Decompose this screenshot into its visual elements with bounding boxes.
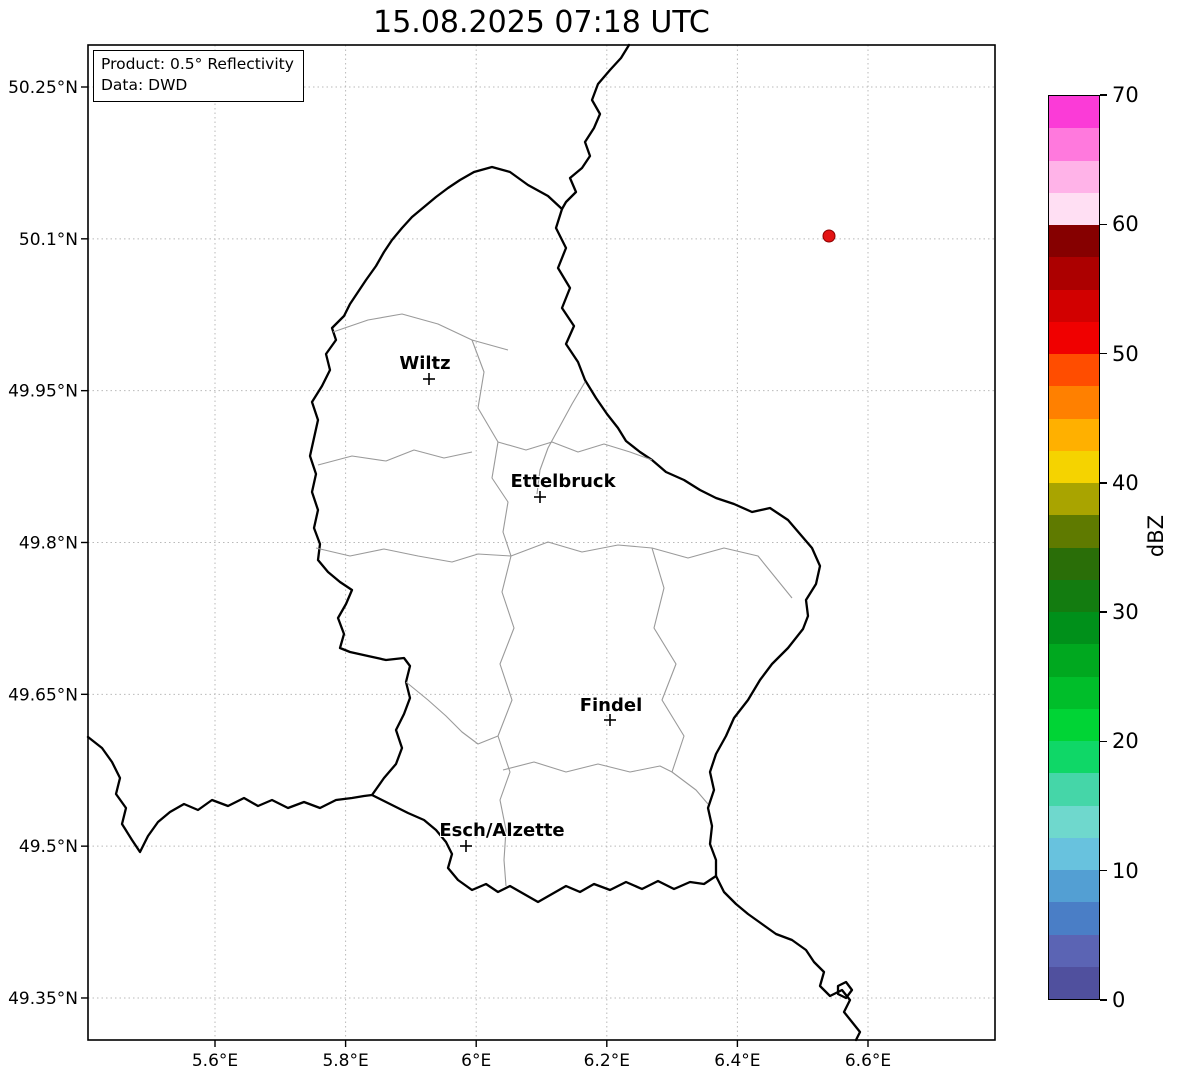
belgium-germany-border [560,43,631,211]
colorbar-band [1049,418,1099,451]
country-borders [86,43,862,1042]
colorbar-band [1049,483,1099,516]
colorbar-band [1049,579,1099,612]
colorbar-tick [1100,611,1107,613]
colorbar-band [1049,934,1099,967]
city-markers: Wiltz Ettelbruck Findel Esch/Alzette [398,352,643,852]
luxembourg-border [308,165,822,904]
lat-tick-label: 49.35°N [8,989,78,1009]
colorbar-tick [1100,740,1107,743]
lat-tick-label: 49.65°N [8,685,78,705]
radar-echo-layer [822,229,836,243]
lat-tick-label: 50.1°N [19,230,78,250]
gridlines [88,45,995,1040]
colorbar-band [1049,192,1099,225]
axis-tick-labels: 50.25°N 50.1°N 49.95°N 49.8°N 49.65°N 49.5°N 4… [8,78,891,1071]
colorbar-band [1049,257,1099,290]
colorbar-band [1049,644,1099,677]
colorbar-tick [1100,223,1107,226]
colorbar-tick [1100,94,1107,96]
colorbar-band [1049,289,1099,322]
lon-tick-label: 5.8°E [322,1051,368,1071]
colorbar-band [1049,741,1099,774]
colorbar-tick [1100,352,1107,355]
data-source-line: Data: DWD [101,76,188,94]
colorbar-tick-label: 30 [1112,600,1139,625]
colorbar-tick-label: 50 [1112,341,1139,366]
lat-tick-label: 50.25°N [8,78,78,98]
colorbar-unit-label: dBZ [1144,515,1168,558]
lat-tick-label: 49.8°N [19,533,78,553]
colorbar-band [1049,870,1099,903]
france-belgium-border [86,735,374,854]
city-label: Esch/Alzette [439,820,564,841]
lon-tick-label: 6.2°E [584,1051,630,1071]
colorbar-band [1049,96,1099,129]
city-label: Ettelbruck [510,471,616,492]
product-line: Product: 0.5° Reflectivity [101,55,294,73]
colorbar-band [1049,805,1099,838]
lon-tick-label: 5.6°E [192,1051,238,1071]
colorbar-band [1049,321,1099,354]
colorbar-band [1049,902,1099,935]
city-label: Wiltz [399,353,450,374]
colorbar-band [1049,547,1099,580]
colorbar-tick [1100,999,1107,1001]
colorbar-tick-label: 10 [1112,858,1139,883]
colorbar-tick-label: 60 [1112,212,1139,237]
radar-echo-dot [822,229,836,243]
colorbar-band [1049,966,1099,999]
moselle-islet [836,980,854,1000]
colorbar-band [1049,612,1099,645]
colorbar-band [1049,837,1099,870]
colorbar-band [1049,773,1099,806]
colorbar-band [1049,676,1099,709]
lon-tick-label: 6.6°E [845,1051,891,1071]
colorbar-band [1049,225,1099,258]
lat-tick-label: 49.95°N [8,382,78,402]
colorbar-band [1049,160,1099,193]
lon-tick-label: 6.4°E [714,1051,760,1071]
colorbar-band [1049,708,1099,741]
colorbar-band [1049,515,1099,548]
lon-tick-label: 6°E [461,1051,491,1071]
colorbar-band [1049,354,1099,387]
canton-borders [315,313,793,887]
lat-tick-label: 49.5°N [19,837,78,857]
colorbar-tick-label: 20 [1112,729,1139,754]
colorbar-tick-label: 0 [1112,988,1126,1012]
colorbar-tick-label: 70 [1112,83,1139,107]
colorbar-band [1049,386,1099,419]
colorbar-band [1049,128,1099,161]
colorbar-tick-label: 40 [1112,470,1139,495]
axis-ticks [81,86,869,1047]
colorbar-band [1049,450,1099,483]
map-title: 15.08.2025 07:18 UTC [373,5,710,40]
city-label: Findel [580,695,643,716]
colorbar [1048,95,1100,1000]
product-info-box: Product: 0.5° Reflectivity Data: DWD [93,50,304,102]
colorbar-tick [1100,482,1107,484]
colorbar-tick [1100,869,1107,872]
france-germany-border [714,874,862,1042]
